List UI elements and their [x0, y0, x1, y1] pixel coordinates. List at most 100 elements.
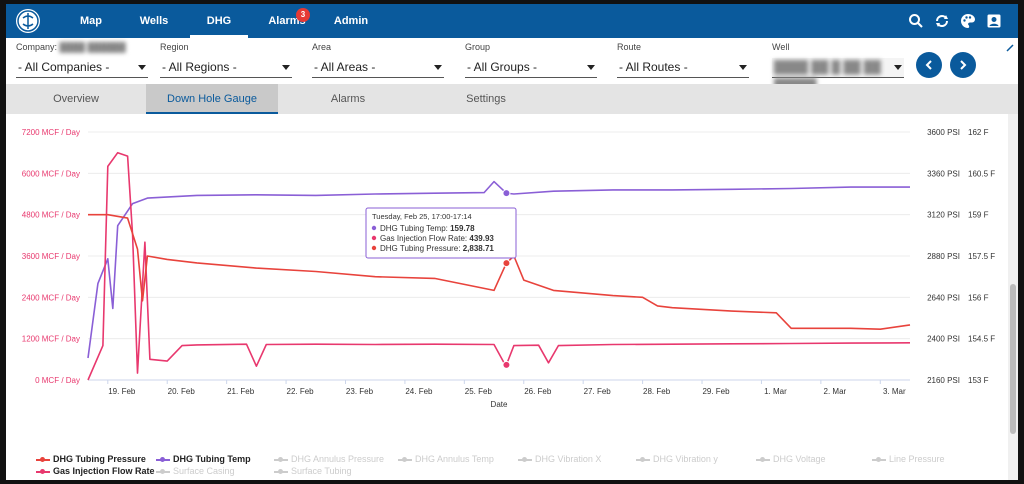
legend-item[interactable]: Surface Casing [156, 466, 235, 476]
company-select[interactable]: - All Companies - [16, 58, 148, 78]
legend-label: DHG Vibration y [653, 454, 718, 464]
y-tick-label-flow: 6000 MCF / Day [22, 169, 80, 178]
legend-marker-icon [398, 456, 412, 464]
route-select[interactable]: - All Routes - [617, 58, 749, 78]
tab-settings[interactable]: Settings [418, 84, 554, 114]
scrollbar-thumb[interactable] [1010, 284, 1016, 434]
dhg-chart[interactable]: 7200 MCF / Day 3600 PSI 162 F 6000 MCF / Da… [6, 114, 1006, 448]
legend-item[interactable]: Surface Tubing [274, 466, 352, 476]
search-icon[interactable] [908, 13, 924, 29]
x-tick-label: 3. Mar [883, 387, 906, 396]
tooltip-row-value: 159.78 [450, 224, 475, 233]
previous-well-button[interactable] [916, 52, 942, 78]
legend-label: DHG Annulus Temp [415, 454, 494, 464]
y-tick-label-temp: 159 F [968, 211, 989, 220]
y-tick-label-temp: 154.5 F [968, 335, 995, 344]
group-filter: Group - All Groups - [465, 42, 597, 80]
legend-item[interactable]: DHG Tubing Pressure [36, 454, 146, 464]
nav-tab-wells[interactable]: Wells [124, 4, 184, 38]
hover-marker [502, 360, 511, 369]
legend-marker-icon [156, 468, 170, 476]
legend-item[interactable]: DHG Tubing Temp [156, 454, 251, 464]
x-tick-label: 23. Feb [346, 387, 374, 396]
x-tick-label: 25. Feb [465, 387, 493, 396]
legend-item[interactable]: Line Pressure [872, 454, 945, 464]
logo-icon[interactable] [16, 9, 40, 33]
legend-marker-icon [274, 456, 288, 464]
y-tick-label-flow: 2400 MCF / Day [22, 293, 80, 302]
area-select[interactable]: - All Areas - [312, 58, 444, 78]
tab-down-hole-gauge[interactable]: Down Hole Gauge [146, 84, 278, 114]
series-line-dhg-tubing-temp [87, 180, 910, 359]
tooltip-series-dot [371, 245, 377, 251]
account-icon[interactable] [986, 13, 1002, 29]
legend-label: Line Pressure [889, 454, 945, 464]
group-select-value: - All Groups - [467, 60, 538, 74]
well-select[interactable]: ████ ██ █ ██ ██ █████ [772, 58, 904, 92]
region-select[interactable]: - All Regions - [160, 58, 292, 78]
chevron-down-icon [739, 65, 747, 70]
sub-tabs: Overview Down Hole Gauge Alarms Settings [6, 84, 1018, 114]
legend-label: DHG Tubing Pressure [53, 454, 146, 464]
nav-tab-dhg[interactable]: DHG [190, 4, 248, 38]
legend-marker-icon [156, 456, 170, 464]
palette-icon[interactable] [960, 13, 976, 29]
nav-tab-map[interactable]: Map [64, 4, 118, 38]
edit-icon[interactable] [1006, 44, 1014, 52]
legend-item[interactable]: DHG Vibration X [518, 454, 601, 464]
legend-label: Gas Injection Flow Rate [53, 466, 155, 476]
tab-label: Settings [466, 93, 506, 105]
legend-item[interactable]: DHG Annulus Temp [398, 454, 494, 464]
legend-item[interactable]: DHG Vibration y [636, 454, 718, 464]
refresh-icon[interactable] [934, 13, 950, 29]
legend-marker-icon [36, 456, 50, 464]
legend-item[interactable]: DHG Annulus Pressure [274, 454, 384, 464]
tab-alarms[interactable]: Alarms [278, 84, 418, 114]
tab-label: Down Hole Gauge [167, 93, 257, 105]
legend-label: DHG Voltage [773, 454, 826, 464]
tab-overview[interactable]: Overview [6, 84, 146, 114]
tooltip-row: DHG Tubing Temp: 159.78 [380, 224, 475, 233]
x-tick-label: 2. Mar [824, 387, 847, 396]
legend-label: Surface Casing [173, 466, 235, 476]
x-tick-label: 21. Feb [227, 387, 255, 396]
tooltip-row-value: 439.93 [469, 234, 494, 243]
alarm-count-badge: 3 [296, 8, 310, 22]
tooltip-row-name: DHG Tubing Temp: [380, 224, 450, 233]
group-select[interactable]: - All Groups - [465, 58, 597, 78]
well-filter: Well ████ ██ █ ██ ██ █████ [772, 42, 904, 92]
top-nav: Map Wells DHG Alarms 3 Admin [6, 4, 1018, 38]
next-well-button[interactable] [950, 52, 976, 78]
company-filter-label: Company: ████ ██████ [16, 42, 126, 52]
region-select-value: - All Regions - [162, 60, 237, 74]
area-filter-label: Area [312, 42, 332, 52]
x-tick-label: 26. Feb [524, 387, 552, 396]
legend-item[interactable]: DHG Voltage [756, 454, 826, 464]
tooltip-row-name: DHG Tubing Pressure: [380, 244, 463, 253]
chart-tooltip: Tuesday, Feb 25, 17:00-17:14 DHG Tubing T… [365, 207, 517, 259]
y-tick-label-flow: 0 MCF / Day [35, 376, 80, 385]
tab-label: Alarms [330, 93, 366, 105]
y-tick-label-flow: 1200 MCF / Day [22, 335, 80, 344]
y-tick-label-pressure: 3600 PSI [927, 128, 960, 137]
x-tick-label: 22. Feb [287, 387, 315, 396]
chart-legend: DHG Tubing Pressure DHG Tubing Temp DHG An… [6, 448, 1006, 478]
vertical-scrollbar[interactable] [1008, 114, 1018, 480]
legend-label: Surface Tubing [291, 466, 352, 476]
region-filter: Region - All Regions - [160, 42, 292, 80]
y-tick-label-flow: 4800 MCF / Day [22, 211, 80, 220]
y-tick-label-pressure: 2880 PSI [927, 252, 960, 261]
tooltip-series-dot [371, 235, 377, 241]
x-tick-label: 1. Mar [764, 387, 787, 396]
y-tick-label-pressure: 3120 PSI [927, 211, 960, 220]
chevron-down-icon [282, 65, 290, 70]
nav-tab-label: Map [80, 15, 102, 27]
chevron-down-icon [434, 65, 442, 70]
route-filter: Route - All Routes - [617, 42, 749, 80]
nav-tab-admin[interactable]: Admin [322, 4, 380, 38]
legend-item[interactable]: Gas Injection Flow Rate [36, 466, 155, 476]
tooltip-title: Tuesday, Feb 25, 17:00-17:14 [372, 212, 472, 221]
legend-label: DHG Annulus Pressure [291, 454, 385, 464]
app-window: Map Wells DHG Alarms 3 Admin Company: ██… [6, 4, 1018, 480]
tooltip-row: DHG Tubing Pressure: 2,838.71 [380, 244, 494, 253]
